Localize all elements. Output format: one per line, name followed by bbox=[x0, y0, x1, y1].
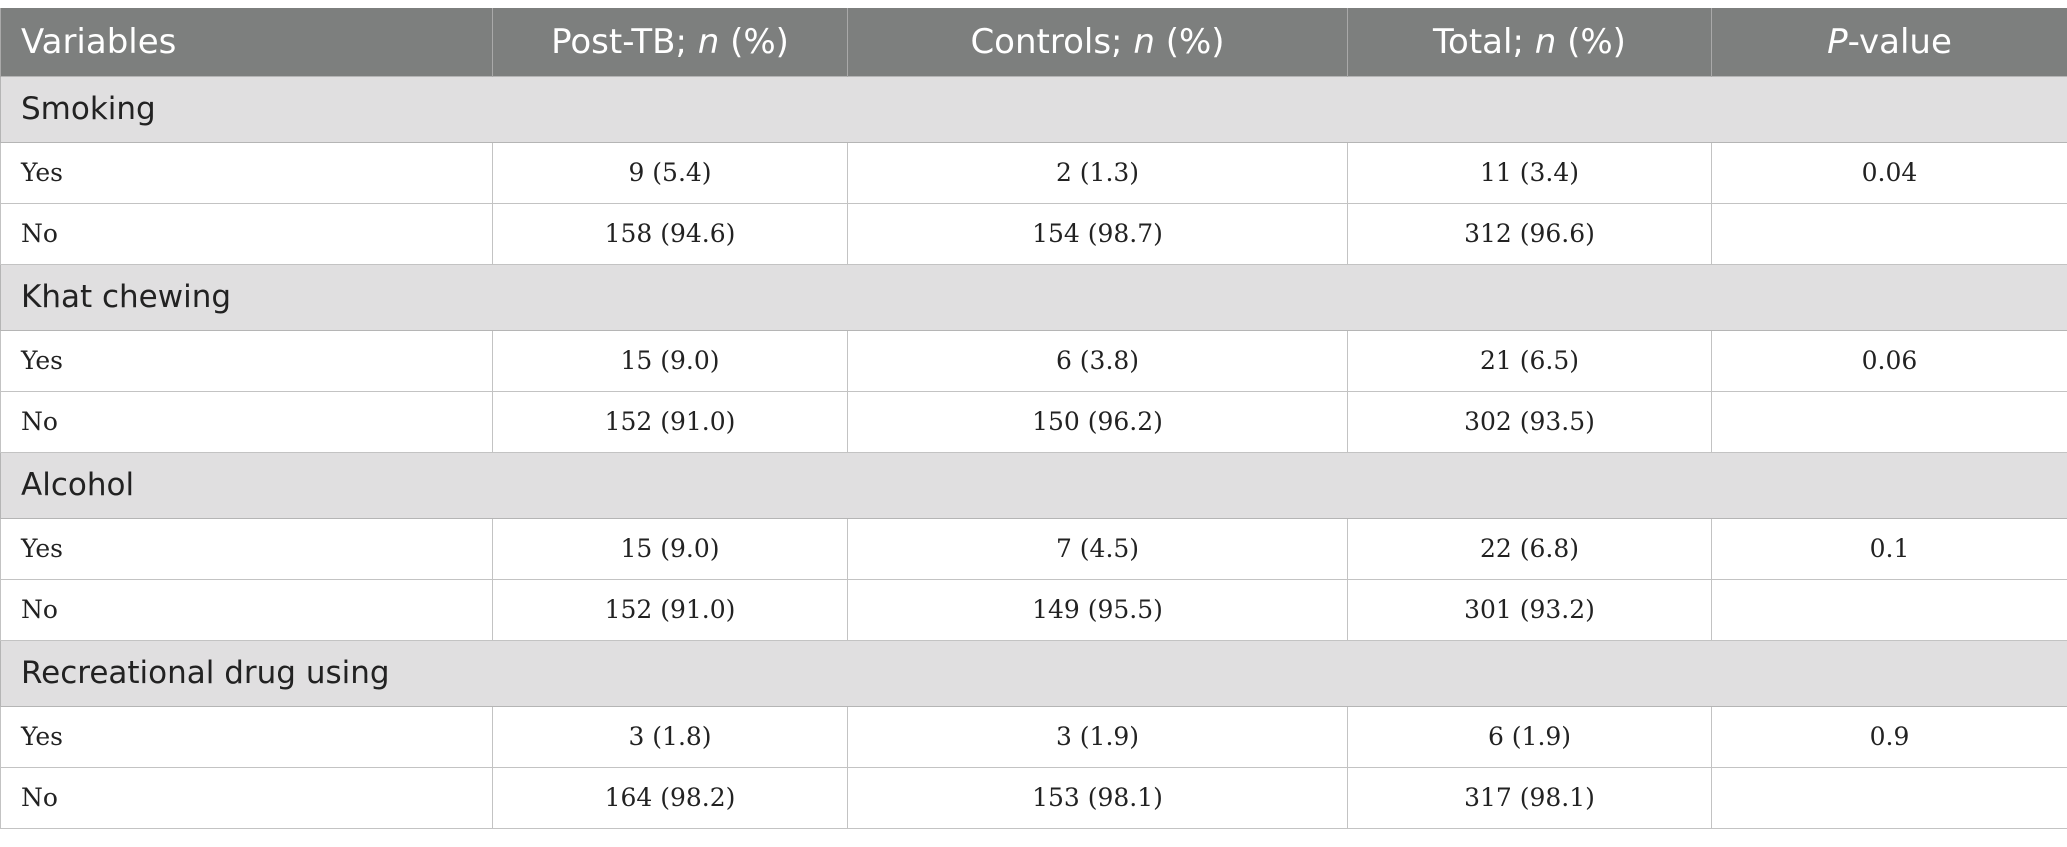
cell-controls: 149 (95.5) bbox=[847, 578, 1348, 641]
header-total-n: n bbox=[1534, 21, 1557, 62]
row-label: No bbox=[0, 202, 493, 265]
cell-p-value: 0.04 bbox=[1711, 141, 2067, 204]
cell-p-value bbox=[1711, 578, 2067, 641]
row-label: No bbox=[0, 390, 493, 453]
header-controls: Controls; n (%) bbox=[847, 8, 1348, 76]
header-total-main: Total; bbox=[1433, 21, 1535, 62]
table-row: Yes 3 (1.8) 3 (1.9) 6 (1.9) 0.9 bbox=[0, 705, 2067, 768]
row-label: Yes bbox=[0, 517, 493, 580]
section-row-smoking: Smoking bbox=[0, 75, 2067, 143]
cell-total: 21 (6.5) bbox=[1347, 329, 1712, 392]
cell-post-tb: 9 (5.4) bbox=[492, 141, 848, 204]
cell-post-tb: 15 (9.0) bbox=[492, 329, 848, 392]
cell-total: 302 (93.5) bbox=[1347, 390, 1712, 453]
header-variables: Variables bbox=[0, 8, 493, 76]
cell-controls: 7 (4.5) bbox=[847, 517, 1348, 580]
cell-post-tb: 152 (91.0) bbox=[492, 578, 848, 641]
cell-controls: 6 (3.8) bbox=[847, 329, 1348, 392]
cell-controls: 150 (96.2) bbox=[847, 390, 1348, 453]
section-title: Recreational drug using bbox=[0, 639, 2067, 707]
table-row: No 164 (98.2) 153 (98.1) 317 (98.1) bbox=[0, 766, 2067, 829]
cell-controls: 153 (98.1) bbox=[847, 766, 1348, 829]
header-controls-pct: (%) bbox=[1154, 21, 1225, 62]
section-row-alcohol: Alcohol bbox=[0, 451, 2067, 519]
table-header: Variables Post-TB; n (%) Controls; n (%)… bbox=[0, 8, 2067, 76]
cell-total: 11 (3.4) bbox=[1347, 141, 1712, 204]
header-row: Variables Post-TB; n (%) Controls; n (%)… bbox=[0, 8, 2067, 76]
data-table: Variables Post-TB; n (%) Controls; n (%)… bbox=[0, 8, 2067, 829]
row-label: Yes bbox=[0, 141, 493, 204]
cell-post-tb: 164 (98.2) bbox=[492, 766, 848, 829]
cell-controls: 2 (1.3) bbox=[847, 141, 1348, 204]
cell-total: 22 (6.8) bbox=[1347, 517, 1712, 580]
header-controls-main: Controls; bbox=[970, 21, 1134, 62]
table-row: Yes 15 (9.0) 7 (4.5) 22 (6.8) 0.1 bbox=[0, 517, 2067, 580]
section-row-recreational-drug-using: Recreational drug using bbox=[0, 639, 2067, 707]
header-controls-n: n bbox=[1133, 21, 1155, 62]
cell-p-value: 0.1 bbox=[1711, 517, 2067, 580]
cell-post-tb: 152 (91.0) bbox=[492, 390, 848, 453]
header-total: Total; n (%) bbox=[1347, 8, 1712, 76]
cell-total: 312 (96.6) bbox=[1347, 202, 1712, 265]
cell-total: 301 (93.2) bbox=[1347, 578, 1712, 641]
header-post-tb-main: Post-TB; bbox=[551, 21, 698, 62]
cell-p-value bbox=[1711, 390, 2067, 453]
cell-p-value bbox=[1711, 202, 2067, 265]
header-post-tb-pct: (%) bbox=[719, 21, 789, 62]
cell-p-value bbox=[1711, 766, 2067, 829]
header-p-italic: P bbox=[1827, 21, 1848, 62]
cell-p-value: 0.06 bbox=[1711, 329, 2067, 392]
header-post-tb-n: n bbox=[697, 21, 720, 62]
row-label: Yes bbox=[0, 705, 493, 768]
section-row-khat-chewing: Khat chewing bbox=[0, 263, 2067, 331]
row-label: No bbox=[0, 578, 493, 641]
section-title: Smoking bbox=[0, 75, 2067, 143]
header-p-rest: -value bbox=[1847, 21, 1952, 62]
cell-total: 6 (1.9) bbox=[1347, 705, 1712, 768]
table-row: Yes 15 (9.0) 6 (3.8) 21 (6.5) 0.06 bbox=[0, 329, 2067, 392]
cell-total: 317 (98.1) bbox=[1347, 766, 1712, 829]
table-row: Yes 9 (5.4) 2 (1.3) 11 (3.4) 0.04 bbox=[0, 141, 2067, 204]
table-row: No 152 (91.0) 150 (96.2) 302 (93.5) bbox=[0, 390, 2067, 453]
header-p-value: P-value bbox=[1711, 8, 2067, 76]
cell-controls: 3 (1.9) bbox=[847, 705, 1348, 768]
cell-post-tb: 158 (94.6) bbox=[492, 202, 848, 265]
cell-post-tb: 15 (9.0) bbox=[492, 517, 848, 580]
cell-p-value: 0.9 bbox=[1711, 705, 2067, 768]
section-title: Alcohol bbox=[0, 451, 2067, 519]
header-total-pct: (%) bbox=[1556, 21, 1626, 62]
row-label: No bbox=[0, 766, 493, 829]
table-body: Smoking Yes 9 (5.4) 2 (1.3) 11 (3.4) 0.0… bbox=[0, 75, 2067, 829]
table-row: No 152 (91.0) 149 (95.5) 301 (93.2) bbox=[0, 578, 2067, 641]
cell-controls: 154 (98.7) bbox=[847, 202, 1348, 265]
row-label: Yes bbox=[0, 329, 493, 392]
header-post-tb: Post-TB; n (%) bbox=[492, 8, 848, 76]
table-row: No 158 (94.6) 154 (98.7) 312 (96.6) bbox=[0, 202, 2067, 265]
section-title: Khat chewing bbox=[0, 263, 2067, 331]
cell-post-tb: 3 (1.8) bbox=[492, 705, 848, 768]
